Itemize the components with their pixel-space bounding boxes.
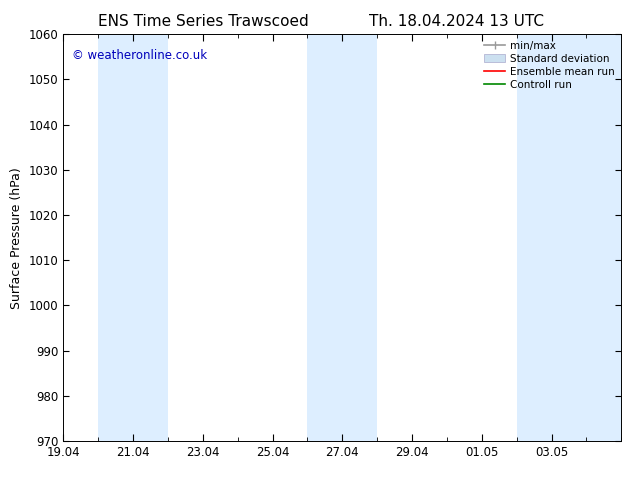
- Legend: min/max, Standard deviation, Ensemble mean run, Controll run: min/max, Standard deviation, Ensemble me…: [480, 36, 619, 94]
- Text: ENS Time Series Trawscoed: ENS Time Series Trawscoed: [98, 14, 308, 29]
- Text: © weatheronline.co.uk: © weatheronline.co.uk: [72, 49, 207, 62]
- Bar: [98, 34, 168, 441]
- Y-axis label: Surface Pressure (hPa): Surface Pressure (hPa): [10, 167, 23, 309]
- Bar: [307, 34, 377, 441]
- Text: Th. 18.04.2024 13 UTC: Th. 18.04.2024 13 UTC: [369, 14, 544, 29]
- Bar: [517, 34, 621, 441]
